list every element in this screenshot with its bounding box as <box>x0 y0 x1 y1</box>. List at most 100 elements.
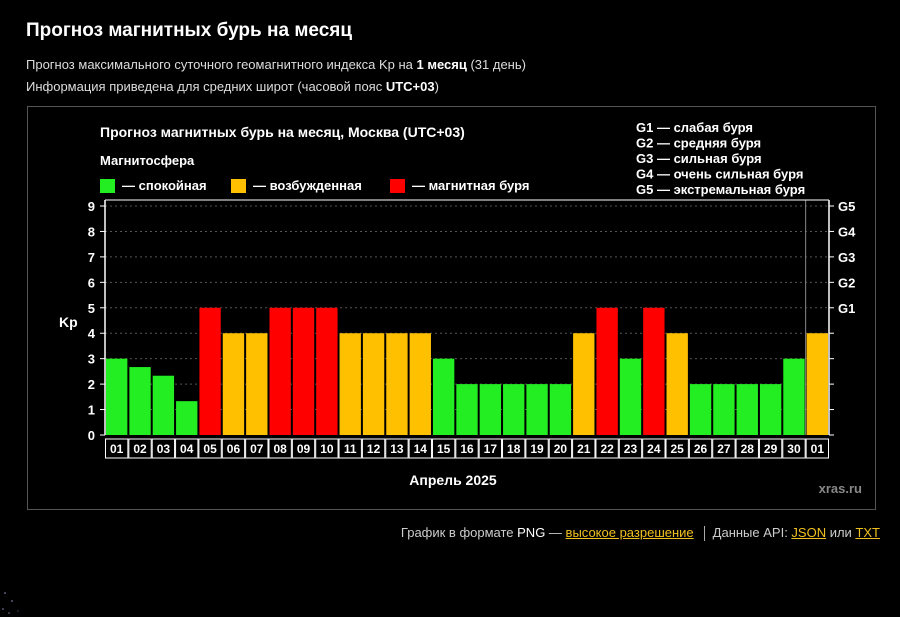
x-category-box <box>268 438 292 459</box>
kp-bar <box>806 333 828 435</box>
x-category-box <box>642 438 666 459</box>
kp-bar <box>386 333 408 435</box>
description-period-suffix: (31 день) <box>466 57 526 72</box>
x-category-box <box>455 438 479 459</box>
x-tick-label: 15 <box>437 442 451 456</box>
x-tick-label: 27 <box>717 442 731 456</box>
legend-label: — возбужденная <box>253 178 362 193</box>
kp-bar <box>479 384 502 435</box>
y-axis-label: Kp <box>59 314 78 330</box>
x-tick-label: 24 <box>647 442 661 456</box>
high-resolution-link[interactable]: высокое разрешение <box>565 525 694 540</box>
legend-label: — магнитная буря <box>412 178 529 193</box>
kp-bar <box>783 358 805 435</box>
g-scale-label: G2 <box>838 275 855 290</box>
x-tick-label: 29 <box>764 442 778 456</box>
x-category-box <box>408 438 432 459</box>
kp-forecast-chart: Прогноз магнитных бурь на месяц, Москва … <box>59 120 862 496</box>
x-category-box <box>618 438 643 459</box>
g-scale-label: G3 <box>838 250 855 265</box>
kp-bar <box>573 333 595 435</box>
x-category-box <box>688 438 713 459</box>
description-timezone-bold: UTC+03 <box>385 79 435 94</box>
legend-label: — спокойная <box>122 178 207 193</box>
x-category-box <box>478 438 503 459</box>
g-scale-label: G1 <box>838 301 855 316</box>
description-period-bold: 1 месяц <box>416 57 467 72</box>
description-timezone: Информация приведена для средних широт (… <box>26 79 439 94</box>
g-scale-legend-item: G5 — экстремальная буря <box>636 182 805 197</box>
x-tick-label: 12 <box>367 442 381 456</box>
x-category-box <box>361 438 386 459</box>
kp-bar <box>176 401 198 435</box>
x-category-box <box>665 438 689 459</box>
g-scale-legend-item: G4 — очень сильная буря <box>636 167 803 182</box>
x-tick-label: 18 <box>507 442 521 456</box>
x-tick-label: 04 <box>180 442 194 456</box>
x-category-box <box>221 438 246 459</box>
kp-bar <box>129 367 151 435</box>
x-tick-label: 01 <box>811 442 825 456</box>
x-category-box <box>128 438 152 459</box>
g-scale-legend-item: G2 — средняя буря <box>636 136 761 151</box>
x-tick-label: 10 <box>320 442 334 456</box>
kp-bar <box>736 384 758 435</box>
x-category-box <box>805 438 829 459</box>
x-category-box <box>291 438 316 459</box>
x-tick-label: 14 <box>414 442 428 456</box>
x-tick-label: 11 <box>344 442 357 456</box>
y-tick-label: 3 <box>88 352 95 367</box>
x-tick-label: 19 <box>530 442 544 456</box>
footer-graph-text: График в формате <box>400 525 518 540</box>
json-link[interactable]: JSON <box>791 525 827 540</box>
x-category-box <box>151 438 176 459</box>
x-tick-label: 05 <box>203 442 217 456</box>
x-category-box <box>572 438 596 459</box>
kp-bar <box>222 333 245 435</box>
x-tick-label: 21 <box>577 442 591 456</box>
footer-api-text: Данные API: <box>712 525 792 540</box>
g-scale-label: G5 <box>838 199 855 214</box>
x-tick-label: 01 <box>110 442 124 456</box>
description-period-text: Прогноз максимального суточного геомагни… <box>26 57 417 72</box>
x-category-box <box>525 438 549 459</box>
kp-bar <box>666 333 688 435</box>
x-axis-label: Апрель 2025 <box>409 472 497 488</box>
x-tick-label: 25 <box>671 442 685 456</box>
x-tick-label: 30 <box>787 442 801 456</box>
x-category-box <box>198 438 222 459</box>
legend-swatch <box>390 179 405 193</box>
x-category-box <box>782 438 806 459</box>
kp-bar <box>152 375 175 435</box>
g-scale-legend-item: G1 — слабая буря <box>636 120 753 135</box>
kp-bar <box>549 384 572 435</box>
kp-bar <box>713 384 735 435</box>
x-category-box <box>595 438 619 459</box>
g-scale-label: G4 <box>838 224 856 239</box>
footer-dash: — <box>545 525 566 540</box>
description-period: Прогноз максимального суточного геомагни… <box>26 57 526 72</box>
kp-bar <box>409 333 431 435</box>
txt-link[interactable]: TXT <box>855 525 880 540</box>
y-tick-label: 0 <box>88 428 95 443</box>
x-category-box <box>175 438 199 459</box>
kp-bar <box>316 307 338 435</box>
decorative-stars <box>2 592 19 614</box>
y-tick-label: 7 <box>88 250 95 265</box>
y-tick-label: 8 <box>88 224 95 239</box>
legend-swatch <box>100 179 115 193</box>
x-tick-label: 08 <box>273 442 287 456</box>
x-tick-label: 16 <box>460 442 474 456</box>
legend-title: Магнитосфера <box>100 153 195 168</box>
x-category-box <box>758 438 783 459</box>
y-tick-label: 2 <box>88 377 95 392</box>
g-scale-legend-item: G3 — сильная буря <box>636 151 762 166</box>
y-tick-label: 5 <box>88 301 95 316</box>
kp-bar <box>689 384 712 435</box>
x-tick-label: 20 <box>554 442 568 456</box>
footer-png-text: PNG <box>517 525 546 540</box>
x-category-box <box>385 438 409 459</box>
footer-divider <box>703 526 705 542</box>
footer-or-text: или <box>826 525 856 540</box>
x-tick-label: 17 <box>484 442 498 456</box>
